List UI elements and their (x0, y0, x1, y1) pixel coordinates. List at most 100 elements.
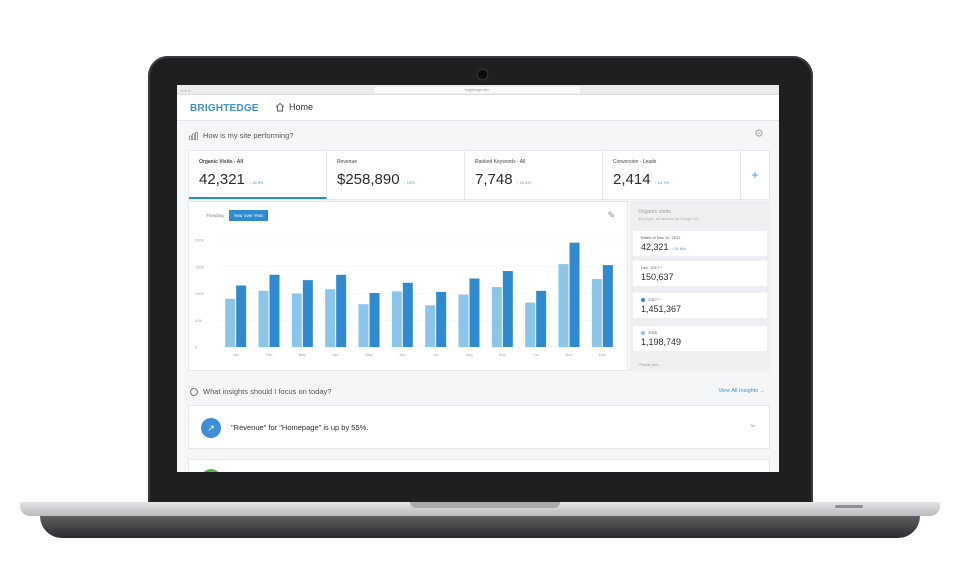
kpi-label: Ranked Keywords - All (475, 159, 526, 165)
browser-bar: ●●● brightedge.com (177, 85, 779, 95)
y-tick-label: 50K (195, 318, 202, 323)
bar-2017-may[interactable] (369, 292, 380, 347)
x-tick-label: Apr (333, 352, 340, 357)
insight-icon (201, 469, 221, 472)
x-tick-label: Sep (499, 352, 507, 357)
insight-text: "Revenue" for "Homepage" is up by 55%. (231, 423, 369, 432)
stat-label: Dec, 2017 * (641, 265, 662, 270)
toggle-year-over-year[interactable]: Year over Year (228, 210, 268, 221)
y-tick-label: 150K (195, 264, 205, 269)
chart-panel: Trending Year over Year ✎ 200K 150K 100K 50… (188, 201, 628, 371)
kpi-value: 42,321 (199, 171, 245, 188)
stat-year-2017: 2017 * 1,451,367 (633, 293, 767, 318)
partial-data-note: *Partial data (638, 363, 659, 367)
bar-2017-aug[interactable] (469, 278, 480, 347)
bar-2016-feb[interactable] (258, 290, 269, 347)
kpi-delta: ↑ 14.7% (654, 180, 669, 185)
stat-value: 42,321 ↑ 15.8% (641, 242, 759, 252)
kpi-delta: ↑ 20.4% (516, 180, 531, 185)
organic-visits-chart: 200K 150K 100K 50K 0 Jan Feb Mar Apr May Jun Jul Aug… (195, 238, 619, 357)
url-bar[interactable]: brightedge.com (374, 87, 580, 93)
stat-week: Week of Dec 10, 2017 42,321 ↑ 15.8% (633, 231, 767, 256)
chevron-down-icon[interactable]: ⌄ (748, 419, 757, 430)
bar-2016-may[interactable] (358, 304, 369, 347)
laptop-base-notch (410, 502, 560, 508)
stat-label-text: 2016 (648, 330, 658, 335)
bar-2016-jul[interactable] (425, 305, 436, 347)
bar-2016-mar[interactable] (291, 293, 302, 348)
kpi-card-revenue[interactable]: Revenue $258,890 ↑ 13% (327, 151, 465, 199)
stat-value: 150,637 (641, 272, 674, 282)
app-nav: BRIGHTEDGE Home (177, 95, 779, 121)
x-tick-label: Jul (433, 352, 438, 357)
kpi-card-conversion[interactable]: Conversion - Leads 2,414 ↑ 14.7% (603, 151, 741, 199)
chart-view-toggle: Trending Year over Year (201, 210, 268, 221)
stat-delta: ↑ 15.8% (671, 246, 686, 251)
kpi-delta: ↑ 13% (403, 180, 415, 185)
stat-label: 2016 (641, 330, 759, 335)
x-tick-label: Jun (399, 352, 405, 357)
insight-card[interactable]: ↗ "Revenue" for "Homepage" is up by 55%.… (188, 405, 770, 449)
x-tick-label: Oct (533, 352, 540, 357)
kpi-card-ranked-keywords[interactable]: Ranked Keywords - All 7,748 ↑ 20.4% (465, 151, 603, 199)
compass-icon (190, 387, 198, 396)
x-tick-label: Aug (465, 352, 472, 357)
brand-logo[interactable]: BRIGHTEDGE (190, 103, 259, 114)
performance-question: How is my site performing? (203, 131, 294, 140)
kpi-value: 7,748 (475, 171, 513, 188)
insights-heading: What insights should I focus on today? (190, 387, 331, 396)
add-kpi-button[interactable]: + (751, 168, 759, 182)
laptop-base (20, 502, 940, 516)
laptop-screen: ●●● brightedge.com BRIGHTEDGE Home How i… (177, 85, 779, 472)
x-tick-label: Nov (565, 352, 572, 357)
insight-card[interactable] (188, 459, 770, 472)
kpi-delta: ↑ 15.8% (248, 180, 264, 185)
x-tick-label: May (365, 352, 373, 357)
bar-2017-mar[interactable] (302, 280, 313, 347)
trend-up-icon: ↗ (201, 418, 221, 438)
bar-2017-feb[interactable] (269, 274, 280, 347)
bar-2017-sep[interactable] (502, 271, 513, 347)
bar-2017-oct[interactable] (536, 290, 547, 347)
bar-2017-jan[interactable] (236, 285, 247, 347)
kpi-value: 2,414 (613, 171, 651, 188)
edit-pencil-icon[interactable]: ✎ (607, 210, 615, 220)
bar-2016-sep[interactable] (491, 287, 502, 347)
window-controls[interactable]: ●●● (181, 88, 192, 93)
gear-icon[interactable]: ⚙ (754, 128, 764, 140)
stat-value: 1,198,749 (641, 337, 682, 347)
x-tick-label: Feb (266, 352, 274, 357)
stat-label: Week of Dec 10, 2017 (641, 235, 681, 240)
toggle-trending[interactable]: Trending (201, 210, 229, 221)
kpi-cards: Organic Visits - All 42,321 ↑ 15.8% Reve… (188, 150, 770, 200)
legend-dot-2016 (641, 330, 645, 335)
bar-2017-dec[interactable] (602, 265, 613, 347)
nav-home[interactable]: Home (275, 102, 313, 112)
laptop-indicator (835, 505, 863, 508)
nav-home-label: Home (289, 102, 314, 112)
bar-2016-jan[interactable] (225, 298, 236, 347)
bar-2016-jun[interactable] (391, 291, 402, 347)
kpi-label: Organic Visits - All (199, 159, 244, 165)
bar-2017-jul[interactable] (436, 291, 447, 347)
bar-2016-aug[interactable] (458, 294, 469, 347)
y-tick-label: 100K (195, 291, 205, 296)
stat-label-text: 2017 * (648, 297, 660, 302)
bar-2016-nov[interactable] (558, 264, 569, 347)
kpi-label: Revenue (337, 159, 358, 165)
x-tick-label: Dec (599, 352, 606, 357)
bar-2016-oct[interactable] (525, 302, 536, 347)
legend-dot-2017 (641, 297, 645, 302)
kpi-card-organic-visits[interactable]: Organic Visits - All 42,321 ↑ 15.8% (189, 151, 327, 199)
bar-2017-apr[interactable] (336, 274, 347, 347)
stat-value-text: 42,321 (641, 242, 669, 252)
bar-2016-apr[interactable] (325, 289, 336, 347)
stat-year-2016: 2016 1,198,749 (633, 326, 767, 351)
bar-2016-dec[interactable] (591, 279, 602, 347)
summary-subtitle: All pages, all devices for Google US (638, 217, 699, 221)
stat-value: 1,451,367 (641, 304, 682, 314)
camera-icon (478, 70, 487, 79)
view-all-insights-link[interactable]: View All Insights → (718, 388, 765, 394)
bar-2017-jun[interactable] (402, 282, 413, 347)
bar-2017-nov[interactable] (569, 242, 580, 347)
